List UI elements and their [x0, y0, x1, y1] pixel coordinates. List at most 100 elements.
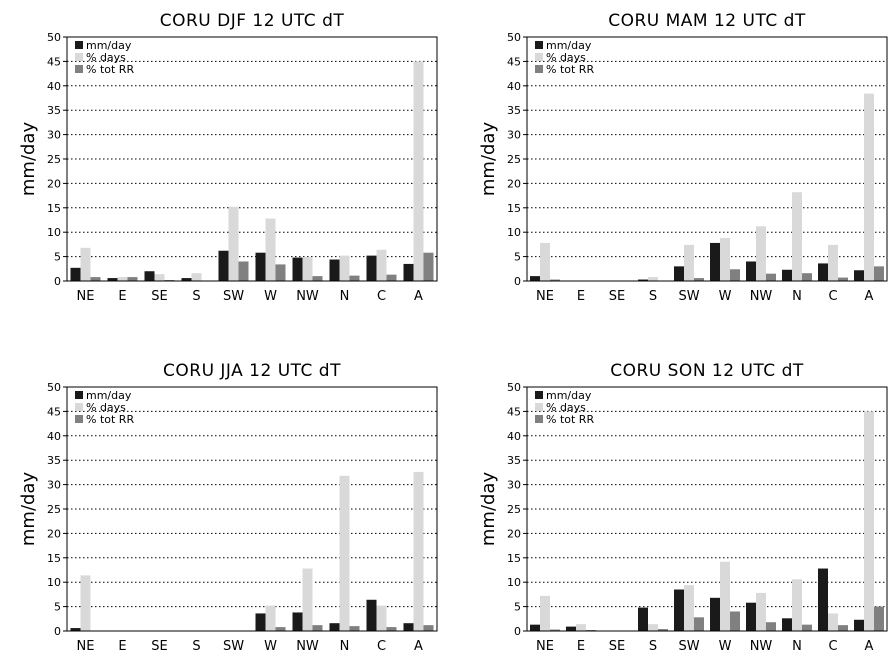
- legend-label: % tot RR: [546, 413, 594, 426]
- y-tick-label: 50: [507, 381, 521, 394]
- y-tick-label: 5: [54, 251, 61, 264]
- bar-ne-1: [540, 242, 550, 281]
- chart-title: CORU MAM 12 UTC dT: [608, 11, 806, 31]
- y-tick-label: 50: [47, 381, 61, 394]
- legend-swatch: [75, 53, 83, 61]
- bar-n-2: [802, 273, 812, 281]
- y-tick-label: 0: [54, 275, 61, 288]
- bar-ne-0: [70, 267, 81, 281]
- y-tick-label: 5: [514, 601, 521, 614]
- bar-c-2: [838, 277, 848, 281]
- bar-e-0: [566, 626, 576, 631]
- bar-c-1: [376, 605, 387, 631]
- bar-e-1: [576, 624, 586, 631]
- bar-n-1: [792, 579, 802, 631]
- x-tick-label: E: [577, 639, 585, 654]
- x-tick-label: A: [414, 639, 423, 654]
- y-axis-label: mm/day: [18, 472, 39, 547]
- plot-frame: [66, 36, 438, 282]
- y-tick-label: 40: [47, 430, 61, 443]
- bar-e-2: [127, 277, 138, 281]
- bar-a-2: [423, 625, 434, 631]
- bar-w-1: [720, 238, 730, 281]
- bar-a-2: [874, 266, 884, 281]
- legend-label: % tot RR: [86, 413, 134, 426]
- x-tick-label: S: [649, 289, 657, 304]
- bar-a-0: [403, 623, 414, 631]
- bar-s-1: [648, 624, 658, 631]
- legend-swatch: [75, 65, 83, 73]
- y-tick-label: 10: [47, 576, 61, 589]
- y-tick-label: 25: [507, 153, 521, 166]
- y-tick-label: 50: [507, 31, 521, 44]
- x-tick-label: N: [340, 639, 350, 654]
- y-tick-label: 30: [47, 129, 61, 142]
- bar-c-0: [366, 599, 377, 631]
- y-axis-label: mm/day: [478, 472, 499, 547]
- bar-ne-0: [530, 276, 540, 281]
- bar-n-0: [329, 623, 340, 631]
- y-tick-label: 40: [507, 80, 521, 93]
- legend-swatch: [75, 415, 83, 423]
- y-tick-label: 20: [507, 527, 521, 540]
- y-tick-label: 0: [514, 275, 521, 288]
- legend-label: mm/day: [86, 389, 132, 402]
- x-tick-label: S: [649, 639, 657, 654]
- bar-nw-1: [302, 568, 313, 631]
- x-tick-label: C: [377, 289, 386, 304]
- bar-s-2: [658, 629, 668, 631]
- x-tick-label: A: [865, 639, 874, 654]
- x-tick-label: NW: [750, 639, 773, 654]
- bar-sw-0: [674, 589, 684, 631]
- x-tick-label: S: [192, 289, 200, 304]
- bar-w-2: [730, 611, 740, 631]
- chart-panel-0: CORU DJF 12 UTC dT mm/day 0 5 10 15 20 25 30 35 40…: [18, 11, 438, 304]
- bar-ne-2: [550, 279, 560, 281]
- x-tick-label: C: [828, 289, 837, 304]
- bar-w-1: [265, 605, 276, 631]
- bar-nw-1: [302, 257, 313, 281]
- bar-e-1: [117, 277, 128, 281]
- y-tick-label: 50: [47, 31, 61, 44]
- bar-a-1: [864, 93, 874, 281]
- x-tick-label: E: [118, 289, 126, 304]
- y-tick-label: 0: [514, 625, 521, 638]
- legend-swatch: [75, 403, 83, 411]
- legend-label: % tot RR: [546, 63, 594, 76]
- bar-c-2: [386, 627, 397, 631]
- bar-ne-2: [90, 277, 101, 281]
- y-tick-label: 45: [47, 55, 61, 68]
- legend-label: % days: [86, 51, 126, 64]
- x-tick-label: NE: [536, 639, 554, 654]
- y-tick-label: 0: [54, 625, 61, 638]
- x-tick-label: NW: [296, 639, 319, 654]
- y-tick-label: 40: [47, 80, 61, 93]
- y-tick-label: 15: [47, 202, 61, 215]
- bar-sw-0: [674, 266, 684, 281]
- x-tick-label: W: [719, 289, 732, 304]
- x-tick-label: SW: [223, 639, 244, 654]
- y-tick-label: 20: [47, 177, 61, 190]
- y-tick-label: 25: [47, 153, 61, 166]
- x-tick-label: C: [377, 639, 386, 654]
- y-tick-label: 45: [507, 405, 521, 418]
- bar-c-1: [828, 613, 838, 631]
- bar-sw-1: [684, 585, 694, 631]
- bar-sw-1: [684, 244, 694, 281]
- legend-label: mm/day: [86, 39, 132, 52]
- y-axis-label: mm/day: [478, 122, 499, 197]
- bar-c-2: [838, 625, 848, 631]
- chart-panel-1: CORU MAM 12 UTC dT mm/day 0 5 10 15 20 25 30 35 40…: [478, 11, 888, 304]
- bar-nw-2: [766, 273, 776, 281]
- x-tick-label: SW: [678, 639, 699, 654]
- bar-a-0: [854, 619, 864, 631]
- bar-se-0: [144, 271, 155, 281]
- legend: mm/day% days% tot RR: [75, 389, 134, 426]
- y-tick-label: 15: [507, 552, 521, 565]
- y-tick-label: 35: [47, 104, 61, 117]
- x-tick-label: NW: [296, 289, 319, 304]
- legend-label: % tot RR: [86, 63, 134, 76]
- y-axis-label: mm/day: [18, 122, 39, 197]
- bar-w-2: [730, 269, 740, 281]
